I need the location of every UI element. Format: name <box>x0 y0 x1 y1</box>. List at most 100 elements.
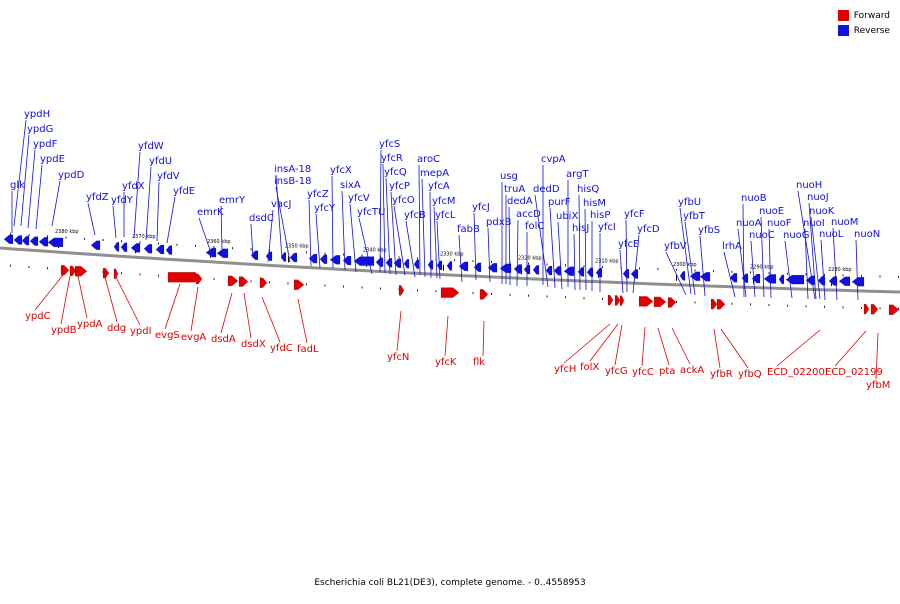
label-leader-group <box>11 119 879 380</box>
gene-label-dsdx: dsdX <box>241 339 266 350</box>
label-leader-line <box>557 221 563 290</box>
gene-label-sixa: sixA <box>340 180 361 191</box>
axis-dot <box>398 256 400 259</box>
reverse-swatch <box>837 25 849 36</box>
gene-label-nuob: nuoB <box>741 193 767 204</box>
gene-label-glk: glk <box>10 180 25 191</box>
gene-label-nuoi: nuoI <box>803 218 825 229</box>
axis-dot <box>805 273 807 276</box>
label-leader-line <box>573 233 576 291</box>
gene-arrow <box>619 295 625 306</box>
gene-arrow <box>74 265 88 277</box>
label-leader-line <box>797 190 816 300</box>
gene-label-ypdb: ypdB <box>51 325 77 336</box>
gene-label-dedd: dedD <box>533 184 560 195</box>
label-leader-line <box>34 274 64 311</box>
label-leader-line <box>267 209 274 263</box>
label-leader-line <box>112 205 117 239</box>
gene-label-ypda: ypdA <box>77 319 103 330</box>
label-leader-line <box>723 251 736 298</box>
label-leader-line <box>51 180 61 227</box>
gene-arrow <box>216 248 229 259</box>
gene-arrow <box>577 267 585 277</box>
label-leader-line <box>418 164 421 276</box>
gene-arrow <box>716 299 726 310</box>
gene-arrow <box>638 296 654 307</box>
axis-dot <box>694 301 696 304</box>
label-leader-line <box>834 330 867 367</box>
label-leader-line <box>720 328 749 369</box>
axis-dot <box>898 307 899 310</box>
gene-arrow <box>622 268 630 279</box>
axis-dot <box>343 253 344 256</box>
gene-label-yfcf: yfcF <box>624 209 645 220</box>
axis-dot <box>195 244 196 247</box>
label-leader-line <box>27 149 36 229</box>
gene-arrow <box>120 242 128 252</box>
gene-label-nuoe: nuoE <box>759 206 784 217</box>
kbp-tick-label: 2300 kbp <box>673 262 697 268</box>
gene-arrow <box>458 261 469 272</box>
axis-dot <box>565 264 566 267</box>
label-leader-line <box>220 292 233 334</box>
gene-arrow <box>440 287 460 298</box>
label-leader-line <box>713 328 721 369</box>
axis-dot <box>842 274 844 277</box>
axis-dot <box>417 289 418 292</box>
label-leader-line <box>487 227 491 283</box>
gene-arrow <box>353 256 375 266</box>
gene-label-yfbr: yfbR <box>710 369 733 380</box>
gene-label-yfdz: yfdZ <box>86 192 109 203</box>
axis-dot <box>768 272 770 275</box>
axis-dot <box>47 235 48 238</box>
label-leader-line <box>261 296 281 343</box>
label-leader-line <box>625 219 628 293</box>
gene-arrow <box>679 271 686 281</box>
label-leader-line <box>784 240 793 299</box>
kbp-tick-label: 2320 kbp <box>518 255 542 261</box>
map-caption: Escherichia coli BL21(DE3), complete gen… <box>314 578 586 588</box>
gene-label-usg: usg <box>500 171 518 182</box>
gene-arrow <box>238 276 249 287</box>
legend-label-reverse: Reverse <box>853 25 890 36</box>
label-leader-line <box>458 234 463 283</box>
label-leader-line <box>641 326 646 367</box>
gene-arrow <box>888 304 900 315</box>
axis-dot <box>879 307 881 310</box>
label-leader-line <box>77 275 88 319</box>
label-leader-line <box>104 276 118 323</box>
label-leader-line <box>87 202 96 236</box>
label-leader-line <box>421 178 426 278</box>
axis-dot <box>269 281 270 284</box>
gene-label-fadl: fadL <box>297 344 319 355</box>
gene-label-deda: dedA <box>507 196 533 207</box>
label-leader-line <box>473 212 477 281</box>
gene-label-yfdc: yfdC <box>270 343 293 354</box>
axis-dot <box>139 273 141 276</box>
label-leader-line <box>308 199 312 267</box>
gene-arrow <box>155 244 165 255</box>
label-leader-line <box>190 286 199 332</box>
label-leader-line <box>589 323 619 362</box>
gene-label-yfch: yfcH <box>554 364 576 375</box>
label-leader-line <box>768 228 772 299</box>
gene-label-fabb: fabB <box>457 224 480 235</box>
axis-dot <box>583 297 585 300</box>
axis-dot <box>361 286 363 289</box>
gene-label-insa-18: insA-18 <box>274 164 311 175</box>
gene-label-nuol: nuoL <box>819 229 844 240</box>
gene-label-hism: hisM <box>583 198 606 209</box>
gene-label-folc: folC <box>525 221 544 232</box>
axis-dot <box>139 241 141 244</box>
legend-label-forward: Forward <box>853 10 890 21</box>
gene-label-nuom: nuoM <box>831 217 858 228</box>
axis-dot <box>713 270 714 273</box>
gene-label-yfbv: yfbV <box>664 241 687 252</box>
label-leader-line <box>145 166 152 241</box>
gene-arrow <box>763 274 777 284</box>
axis-dot <box>10 232 11 235</box>
gene-label-yfdx: yfdX <box>122 181 145 192</box>
axis-dot <box>879 275 881 278</box>
gene-arrow <box>195 273 203 285</box>
